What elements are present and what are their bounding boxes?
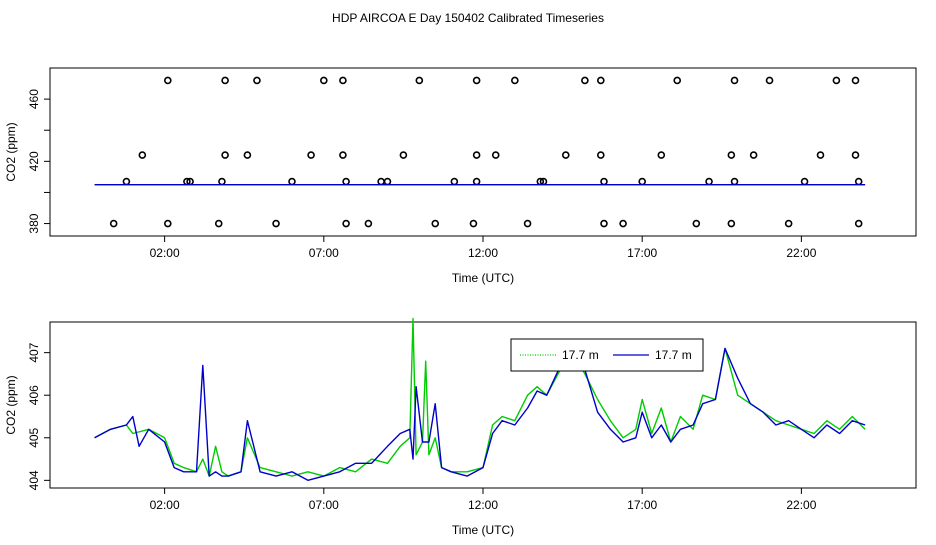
bottom-x-tick-label: 12:00 (468, 498, 498, 512)
top-y-tick-label: 380 (27, 213, 41, 233)
bottom-y-axis: 404 405 406 407 (27, 342, 50, 490)
top-x-tick-label: 07:00 (309, 246, 339, 260)
top-scatter-point (307, 151, 315, 159)
top-scatter-point (469, 219, 478, 228)
top-scatter-point (692, 219, 701, 228)
top-scatter-point (214, 219, 223, 228)
top-x-tick-label: 17:00 (627, 246, 657, 260)
top-scatter-point (597, 151, 605, 159)
top-y-tick-label: 420 (27, 151, 41, 171)
top-scatter-point (243, 151, 252, 159)
bottom-x-tick-label: 02:00 (150, 498, 180, 512)
top-scatter-point (600, 177, 608, 186)
top-scatter-point (727, 151, 736, 159)
top-scatter-point (377, 177, 385, 186)
chart-title: HDP AIRCOA E Day 150402 Calibrated Times… (332, 11, 604, 25)
top-scatter-point (415, 76, 424, 85)
top-scatter-point (638, 177, 646, 186)
top-scatter-point (673, 76, 682, 85)
top-scatter-point (730, 76, 739, 85)
top-x-tick-label: 22:00 (786, 246, 816, 260)
bottom-panel: 02:00 07:00 12:00 17:00 22:00 404 405 406 407 T… (4, 317, 917, 537)
top-scatter-point (288, 177, 296, 186)
top-plot-frame (49, 67, 917, 237)
top-scatter-point (657, 151, 666, 159)
top-scatter-point (749, 151, 758, 159)
top-scatter-point (832, 76, 841, 85)
top-scatter-point (272, 219, 280, 228)
top-scatter-point (218, 177, 226, 186)
top-x-tick-label: 12:00 (468, 246, 498, 260)
top-scatter-point (450, 177, 459, 186)
top-series-group (94, 76, 866, 228)
top-scatter-point (727, 219, 736, 228)
bottom-series-line-blue (94, 317, 866, 477)
top-scatter-point (491, 151, 500, 159)
top-scatter-point (472, 177, 481, 186)
legend-label-blue: 17.7 m (655, 348, 692, 362)
top-scatter-point (472, 76, 481, 85)
top-scatter-point (320, 76, 328, 85)
bottom-y-axis-label: CO2 (ppm) (4, 375, 18, 434)
top-scatter-point (523, 219, 532, 228)
bottom-y-tick-label: 405 (27, 427, 41, 447)
top-scatter-point (561, 151, 570, 159)
legend: 17.7 m 17.7 m (510, 338, 704, 372)
top-scatter-point (364, 219, 373, 228)
bottom-x-axis: 02:00 07:00 12:00 17:00 22:00 (150, 488, 817, 512)
top-scatter-point (851, 76, 860, 85)
bottom-x-axis-label: Time (UTC) (452, 523, 514, 537)
top-scatter-point (730, 177, 739, 186)
top-scatter-point (816, 151, 825, 159)
bottom-x-tick-label: 22:00 (786, 498, 816, 512)
bottom-y-tick-label: 406 (27, 385, 41, 405)
top-scatter-point (138, 151, 147, 159)
legend-label-green: 17.7 m (562, 348, 599, 362)
top-y-axis-label: CO2 (ppm) (4, 122, 18, 181)
top-scatter-point (597, 76, 605, 85)
top-y-tick-label: 460 (27, 89, 41, 109)
top-x-axis: 02:00 07:00 12:00 17:00 22:00 (150, 236, 817, 260)
top-scatter-point (784, 219, 793, 228)
top-scatter-point (854, 177, 863, 186)
top-panel: 02:00 07:00 12:00 17:00 22:00 380 420 460 Time… (4, 67, 917, 285)
top-scatter-point (472, 151, 481, 159)
top-x-axis-label: Time (UTC) (452, 271, 514, 285)
top-scatter-point (339, 76, 347, 85)
bottom-x-tick-label: 07:00 (309, 498, 339, 512)
top-scatter-point (765, 76, 774, 85)
bottom-y-tick-label: 407 (27, 342, 41, 362)
bottom-series-line-green (94, 347, 866, 481)
top-scatter-point (705, 177, 713, 186)
bottom-y-tick-label: 404 (27, 470, 41, 490)
top-scatter-point (851, 151, 860, 159)
top-scatter-point (221, 76, 229, 85)
top-scatter-point (164, 219, 172, 228)
top-x-tick-label: 02:00 (150, 246, 180, 260)
top-scatter-point (342, 177, 350, 186)
top-scatter-point (800, 177, 809, 186)
top-scatter-point (253, 76, 261, 85)
top-scatter-point (854, 219, 863, 228)
top-scatter-point (164, 76, 172, 85)
top-scatter-point (399, 151, 408, 159)
top-scatter-point (342, 219, 350, 228)
top-scatter-point (122, 177, 131, 186)
top-scatter-point (221, 151, 229, 159)
bottom-plot-frame (49, 321, 917, 489)
top-scatter-point (600, 219, 608, 228)
top-scatter-point (339, 151, 347, 159)
bottom-series-group (94, 317, 866, 481)
bottom-x-tick-label: 17:00 (627, 498, 657, 512)
top-scatter-point (511, 76, 519, 85)
top-scatter-point (109, 219, 118, 228)
top-scatter-point (619, 219, 627, 228)
top-scatter-point (581, 76, 589, 85)
top-scatter-point (431, 219, 440, 228)
top-y-axis: 380 420 460 (27, 89, 50, 234)
top-scatter-point (383, 177, 392, 186)
